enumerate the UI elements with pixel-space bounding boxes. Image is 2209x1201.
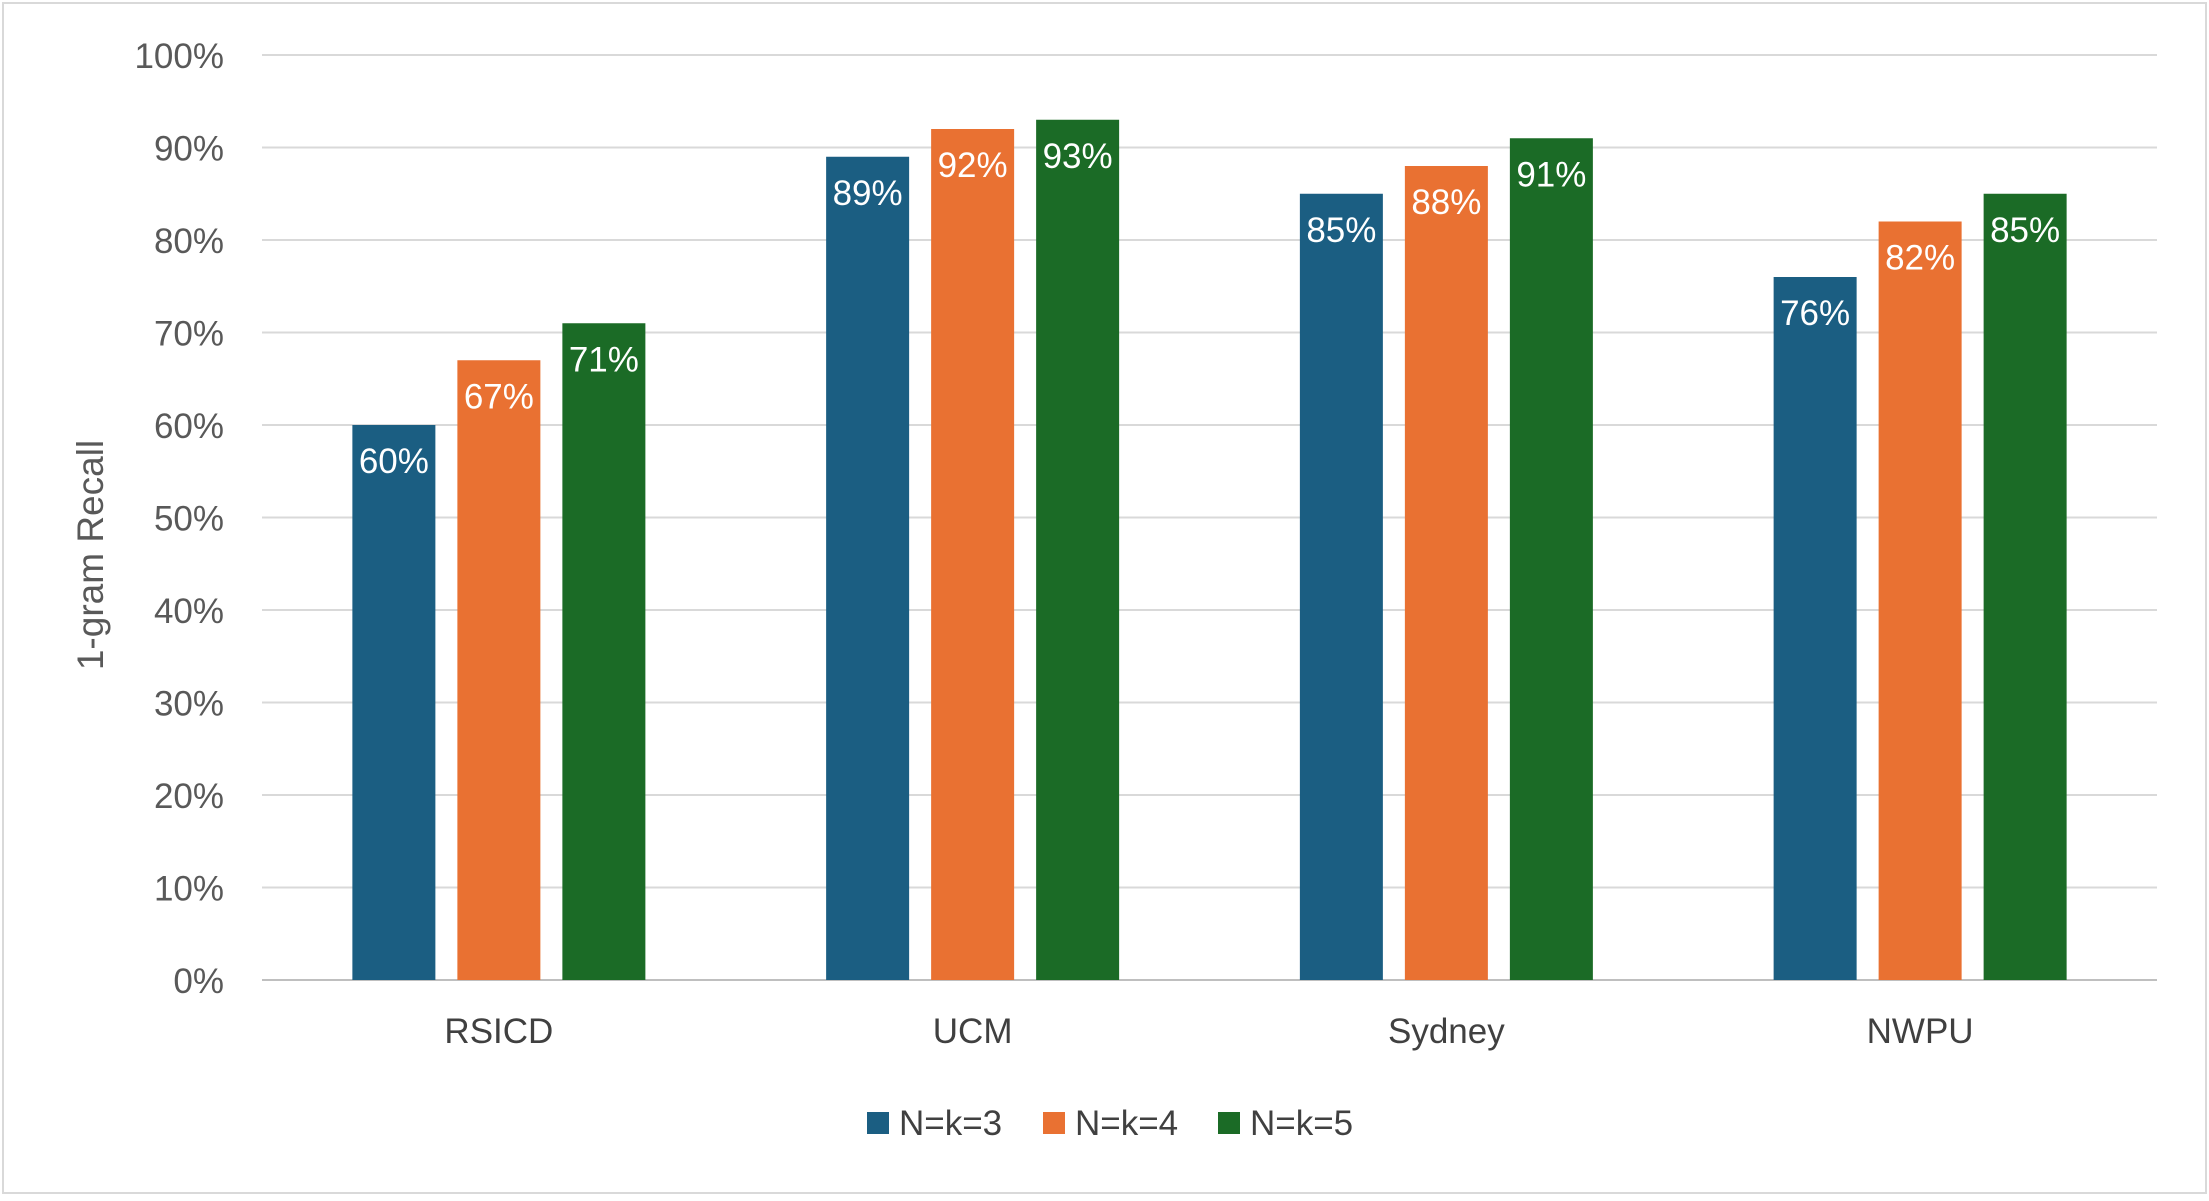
bars xyxy=(352,119,2067,980)
bar xyxy=(457,360,541,980)
bar xyxy=(1036,119,1120,980)
data-label: 82% xyxy=(1885,239,1955,278)
data-label: 92% xyxy=(938,146,1008,185)
legend-label: N=k=5 xyxy=(1250,1104,1353,1143)
x-axis-tick-labels: RSICD UCM Sydney NWPU xyxy=(444,1012,1973,1051)
bar xyxy=(1404,166,1488,980)
bar xyxy=(1299,193,1383,980)
legend: N=k=3 N=k=4 N=k=5 xyxy=(867,1104,1353,1143)
bar xyxy=(1983,193,2067,980)
legend-label: N=k=3 xyxy=(899,1104,1002,1143)
y-tick-label: 20% xyxy=(154,777,224,816)
data-label: 88% xyxy=(1411,183,1481,222)
bar xyxy=(1509,138,1593,980)
bar xyxy=(352,425,436,980)
x-tick-label: RSICD xyxy=(444,1012,553,1051)
y-tick-label: 10% xyxy=(154,870,224,909)
legend-label: N=k=4 xyxy=(1075,1104,1178,1143)
data-label: 85% xyxy=(1990,211,2060,250)
y-axis-title: 1-gram Recall xyxy=(70,440,111,670)
y-tick-label: 100% xyxy=(134,37,224,76)
legend-swatch xyxy=(1218,1112,1240,1134)
data-label: 76% xyxy=(1780,294,1850,333)
y-tick-label: 30% xyxy=(154,685,224,724)
data-label: 60% xyxy=(359,442,429,481)
x-tick-label: Sydney xyxy=(1388,1012,1505,1051)
y-tick-label: 70% xyxy=(154,315,224,354)
data-label: 85% xyxy=(1306,211,1376,250)
y-tick-label: 90% xyxy=(154,130,224,169)
bar xyxy=(1878,221,1962,980)
legend-swatch xyxy=(867,1112,889,1134)
legend-swatch xyxy=(1043,1112,1065,1134)
y-tick-label: 0% xyxy=(173,962,224,1001)
x-tick-label: UCM xyxy=(933,1012,1013,1051)
y-tick-label: 80% xyxy=(154,222,224,261)
data-label: 71% xyxy=(569,340,639,379)
data-label: 91% xyxy=(1516,155,1586,194)
bar xyxy=(562,323,646,980)
y-tick-label: 60% xyxy=(154,407,224,446)
bar xyxy=(1773,277,1857,980)
data-labels: 60% 67% 71% 89% 92% 93% 85% 88% 91% 76% 82% 85% xyxy=(359,137,2060,481)
bar xyxy=(931,129,1015,980)
data-label: 89% xyxy=(833,174,903,213)
y-tick-label: 40% xyxy=(154,592,224,631)
data-label: 67% xyxy=(464,377,534,416)
x-tick-label: NWPU xyxy=(1867,1012,1974,1051)
y-axis-tick-labels: 0% 10% 20% 30% 40% 50% 60% 70% 80% 90% 100% xyxy=(134,37,224,1001)
bar xyxy=(826,156,910,980)
y-tick-label: 50% xyxy=(154,500,224,539)
data-label: 93% xyxy=(1043,137,1113,176)
